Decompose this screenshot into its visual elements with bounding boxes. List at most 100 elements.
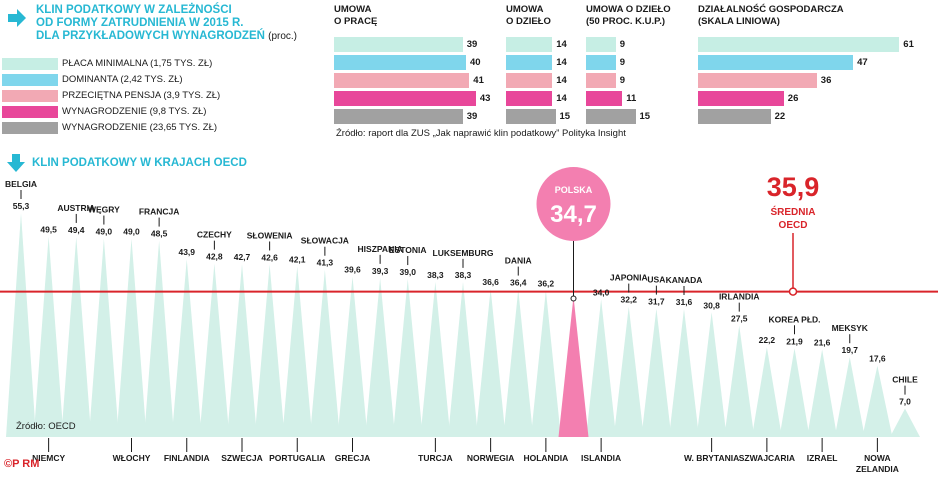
country-peak <box>116 238 147 437</box>
top-title-line-2: OD FORMY ZATRUDNIENIA W 2015 R. <box>36 17 244 29</box>
country-peak <box>779 348 810 437</box>
panel-bar-value: 47 <box>857 57 868 68</box>
peak-value-label: 39,6 <box>344 265 361 275</box>
poland-bubble-value: 34,7 <box>550 201 597 228</box>
country-name-label: CZECHY <box>197 230 232 240</box>
poland-bubble <box>536 167 611 241</box>
peak-value-label: 38,3 <box>455 270 472 280</box>
panel-bar-value: 41 <box>473 75 484 86</box>
country-peak <box>586 299 617 437</box>
peak-value-label: 39,3 <box>372 266 389 276</box>
panel-bar-value: 26 <box>787 93 799 104</box>
legend-swatch <box>2 106 58 118</box>
country-name-label: IRLANDIA <box>719 292 760 302</box>
peak-value-label: 22,2 <box>759 335 776 345</box>
country-name-label: ISLANDIA <box>581 453 621 463</box>
panel-bar <box>506 91 553 106</box>
panel-bar <box>586 109 636 124</box>
peak-value-label: 42,7 <box>234 252 251 262</box>
peak-value-label: 27,5 <box>731 314 748 324</box>
panel-bar-value: 9 <box>619 57 625 68</box>
country-name-label: AUSTRIA <box>57 203 95 213</box>
panel-bar-value: 9 <box>619 75 625 86</box>
peak-value-label: 49,5 <box>40 225 57 235</box>
country-peak <box>88 238 119 437</box>
panel-bar <box>334 37 463 52</box>
country-peak <box>751 347 782 437</box>
country-name-label: ZELANDIA <box>856 464 899 474</box>
panel-title-line: (SKALA LINIOWA) <box>698 16 780 27</box>
country-peak <box>171 259 202 437</box>
legend-label: WYNAGRODZENIE (23,65 TYS. ZŁ) <box>62 122 218 133</box>
country-name-label: SZWAJCARIA <box>739 453 795 463</box>
country-name-label: ESTONIA <box>389 245 427 255</box>
country-peak <box>862 365 893 437</box>
panel-bar <box>506 109 556 124</box>
unit-note: (proc.) <box>268 31 298 42</box>
panel-title-line: DZIAŁALNOŚĆ GOSPODARCZA <box>698 4 844 15</box>
panel-bar-value: 36 <box>820 75 832 86</box>
panel-bar <box>334 55 466 70</box>
country-peak <box>807 349 838 437</box>
panel-title: UMOWA O DZIEŁO (50 PROC. K.U.P.) <box>586 4 671 28</box>
panel-bar-value: 22 <box>774 111 786 122</box>
legend-label: DOMINANTA (2,42 TYS. ZŁ) <box>62 74 183 85</box>
peak-value-label: 17,6 <box>869 354 886 364</box>
peak-value-label: 38,3 <box>427 270 444 280</box>
country-peak <box>724 325 755 437</box>
panel-title: DZIAŁALNOŚĆ GOSPODARCZA (SKALA LINIOWA) <box>698 4 844 28</box>
panel-bar <box>698 37 900 52</box>
country-name-label: SŁOWENIA <box>247 230 293 240</box>
panel-bar-value: 61 <box>903 39 914 50</box>
peak-value-label: 7,0 <box>899 397 911 407</box>
country-name-label: IZRAEL <box>807 453 838 463</box>
peak-value-label: 19,7 <box>841 345 858 355</box>
panel-bar <box>586 91 623 106</box>
country-name-label: WŁOCHY <box>113 453 151 463</box>
country-peak <box>641 308 672 437</box>
panel-title-line: UMOWA O DZIEŁO <box>586 4 671 15</box>
oecd-average-label: ŚREDNIA <box>770 205 815 218</box>
panel-bar <box>506 55 553 70</box>
country-peak <box>669 309 699 437</box>
panel-bar-value: 14 <box>556 57 567 68</box>
legend-label: PRZECIĘTNA PENSJA (3,9 TYS. ZŁ) <box>62 90 221 101</box>
panel-bar-value: 39 <box>466 39 478 50</box>
panel-bar-value: 14 <box>556 93 567 104</box>
panel-title-line: O PRACĘ <box>334 16 378 27</box>
panel-bar-value: 14 <box>556 39 567 50</box>
top-title-line-3: DLA PRZYKŁADOWYCH WYNAGRODZEŃ <box>36 30 265 42</box>
country-peak <box>475 288 506 437</box>
panel-title-line: UMOWA <box>506 4 544 15</box>
poland-bubble-label: POLSKA <box>555 185 593 195</box>
country-name-label: SZWECJA <box>221 453 263 463</box>
poland-peak <box>558 296 589 437</box>
country-peak <box>199 263 230 437</box>
panel-title-line: UMOWA <box>334 4 372 15</box>
country-name-label: DANIA <box>505 256 532 266</box>
peak-value-label: 49,0 <box>96 227 113 237</box>
peak-value-label: 39,0 <box>399 267 416 277</box>
country-name-label: JAPONIA <box>610 273 648 283</box>
publisher-logo: ©P RM <box>4 458 39 470</box>
legend-swatch <box>2 122 58 134</box>
top-section-title: KLIN PODATKOWY W ZALEŻNOŚCI OD FORMY ZAT… <box>36 4 297 43</box>
panel-bar <box>698 73 817 88</box>
country-name-label: KANADA <box>666 275 703 285</box>
peak-value-label: 36,2 <box>538 278 555 288</box>
country-name-label: PORTUGALIA <box>269 453 325 463</box>
country-name-label: NOWA <box>864 453 890 463</box>
panel-bar <box>586 55 616 70</box>
panel-bar <box>334 109 463 124</box>
panel-bar-value: 15 <box>559 111 571 122</box>
peak-value-label: 21,9 <box>786 336 803 346</box>
country-name-label: HOLANDIA <box>523 453 568 463</box>
panel-bar <box>506 73 553 88</box>
country-name-label: WĘGRY <box>88 205 120 215</box>
country-name-label: FINLANDIA <box>164 453 210 463</box>
country-peak <box>337 276 368 437</box>
country-peak <box>530 290 561 437</box>
country-peak <box>613 306 644 437</box>
country-name-label: LUKSEMBURG <box>433 248 494 258</box>
